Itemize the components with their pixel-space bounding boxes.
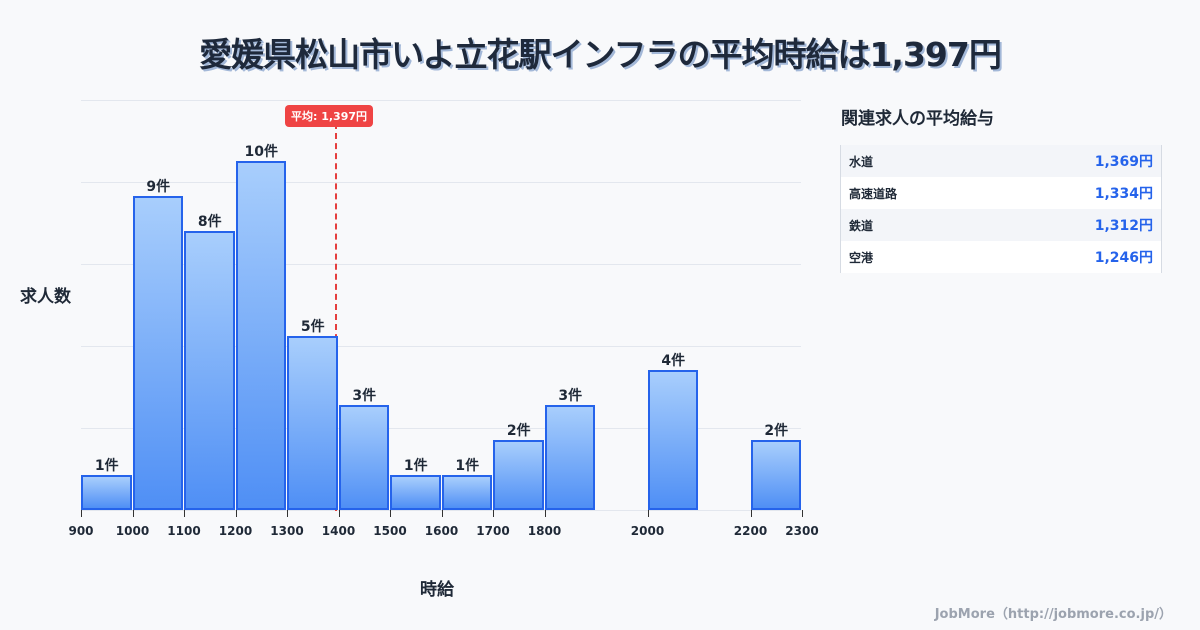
x-tick-label: 1700 — [476, 524, 510, 538]
side-panel-title: 関連求人の平均給与 — [841, 109, 994, 129]
x-tick-label: 2300 — [785, 524, 819, 538]
average-line — [335, 123, 337, 511]
x-tick — [390, 510, 391, 517]
bar-count-label: 10件 — [244, 144, 278, 160]
x-tick — [544, 510, 546, 517]
x-tick — [441, 510, 443, 517]
gridline — [81, 346, 801, 347]
bar-count-label: 2件 — [764, 423, 789, 440]
bar-count-label: 4件 — [661, 353, 686, 370]
average-badge: 平均: 1,397円 — [285, 105, 374, 127]
histogram-bar — [493, 440, 544, 510]
x-tick — [750, 510, 752, 517]
histogram-bar — [544, 405, 595, 510]
page-title: 愛媛県松山市いよ立花駅インフラの平均時給は1,397円 — [199, 35, 1002, 74]
histogram-bar — [184, 230, 235, 510]
x-tick-label: 1400 — [321, 524, 356, 538]
histogram-bar — [132, 195, 183, 510]
x-tick — [81, 510, 82, 517]
job-name: 水道 — [849, 154, 874, 169]
histogram-bar — [338, 405, 389, 510]
x-tick — [493, 510, 494, 517]
x-tick — [802, 510, 803, 517]
job-salary: 1,334円 — [1094, 186, 1153, 202]
related-salary-table: 水道 1,369円 高速道路 1,334円 鉄道 1,312円 空港 1,246円 — [840, 145, 1162, 273]
table-row: 鉄道 1,312円 — [841, 209, 1161, 241]
job-name: 空港 — [849, 250, 874, 265]
gridline — [81, 100, 801, 101]
footer-credit: JobMore（http://jobmore.co.jp/） — [934, 607, 1172, 622]
bar-count-label: 2件 — [506, 423, 531, 440]
x-tick-label: 1200 — [218, 524, 253, 538]
x-tick-label: 1500 — [373, 524, 407, 538]
y-axis-label: 求人数 — [20, 287, 71, 307]
bar-count-label: 3件 — [558, 388, 583, 405]
histogram-bar — [647, 370, 698, 510]
job-name: 鉄道 — [849, 218, 874, 233]
histogram-bar — [390, 475, 441, 510]
histogram-bar — [287, 335, 338, 510]
x-tick — [647, 510, 649, 517]
bar-count-label: 5件 — [300, 318, 325, 335]
job-salary: 1,312円 — [1094, 218, 1153, 234]
x-tick-label: 900 — [68, 524, 94, 538]
x-tick — [184, 510, 185, 517]
bar-count-label: 1件 — [403, 458, 428, 475]
x-tick-label: 1100 — [167, 524, 201, 538]
x-tick — [132, 510, 134, 517]
table-row: 高速道路 1,334円 — [841, 177, 1161, 209]
bar-count-label: 3件 — [352, 388, 377, 405]
x-tick-label: 1300 — [270, 524, 304, 538]
x-tick-label: 2200 — [733, 524, 768, 538]
bar-count-label: 1件 — [94, 458, 119, 475]
x-tick-label: 1600 — [424, 524, 459, 538]
x-tick-label: 1800 — [527, 524, 562, 538]
x-tick-label: 2000 — [630, 524, 665, 538]
x-tick — [338, 510, 340, 517]
x-tick — [287, 510, 288, 517]
bar-count-label: 9件 — [146, 178, 171, 195]
x-axis-label: 時給 — [420, 580, 454, 600]
histogram-bar — [441, 475, 492, 510]
bar-count-label: 1件 — [455, 458, 480, 475]
table-row: 空港 1,246円 — [841, 241, 1161, 273]
gridline — [81, 428, 801, 429]
job-name: 高速道路 — [849, 186, 898, 201]
histogram-bar — [235, 161, 286, 510]
table-row: 水道 1,369円 — [841, 145, 1161, 177]
x-tick-label: 1000 — [115, 524, 150, 538]
gridline — [81, 182, 801, 183]
bar-count-label: 8件 — [197, 213, 222, 230]
x-tick — [235, 510, 237, 517]
job-salary: 1,369円 — [1094, 154, 1153, 170]
job-salary: 1,246円 — [1094, 250, 1153, 266]
histogram-bar — [750, 440, 801, 510]
histogram-bar — [81, 475, 132, 510]
x-axis-line — [81, 510, 801, 511]
gridline — [81, 264, 801, 265]
